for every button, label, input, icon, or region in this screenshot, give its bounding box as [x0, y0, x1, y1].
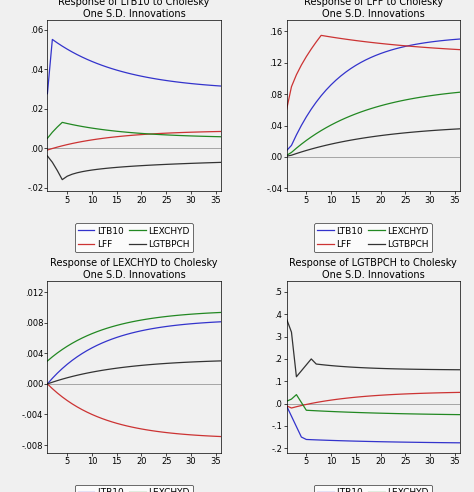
Legend: LTB10, LFF, LEXCHYD, LGTBPCH: LTB10, LFF, LEXCHYD, LGTBPCH — [75, 223, 193, 252]
Title: Response of LTB10 to Cholesky
One S.D. Innovations: Response of LTB10 to Cholesky One S.D. I… — [58, 0, 210, 19]
Legend: LTB10, LFF, LEXCHYD, LGTBPCH: LTB10, LFF, LEXCHYD, LGTBPCH — [75, 485, 193, 492]
Title: Response of LGTBPCH to Cholesky
One S.D. Innovations: Response of LGTBPCH to Cholesky One S.D.… — [289, 258, 457, 280]
Legend: LTB10, LFF, LEXCHYD, LGTBPCH: LTB10, LFF, LEXCHYD, LGTBPCH — [314, 223, 432, 252]
Legend: LTB10, LFF, LEXCHYD, LGTBPCH: LTB10, LFF, LEXCHYD, LGTBPCH — [314, 485, 432, 492]
Title: Response of LFF to Cholesky
One S.D. Innovations: Response of LFF to Cholesky One S.D. Inn… — [303, 0, 443, 19]
Title: Response of LEXCHYD to Cholesky
One S.D. Innovations: Response of LEXCHYD to Cholesky One S.D.… — [50, 258, 218, 280]
